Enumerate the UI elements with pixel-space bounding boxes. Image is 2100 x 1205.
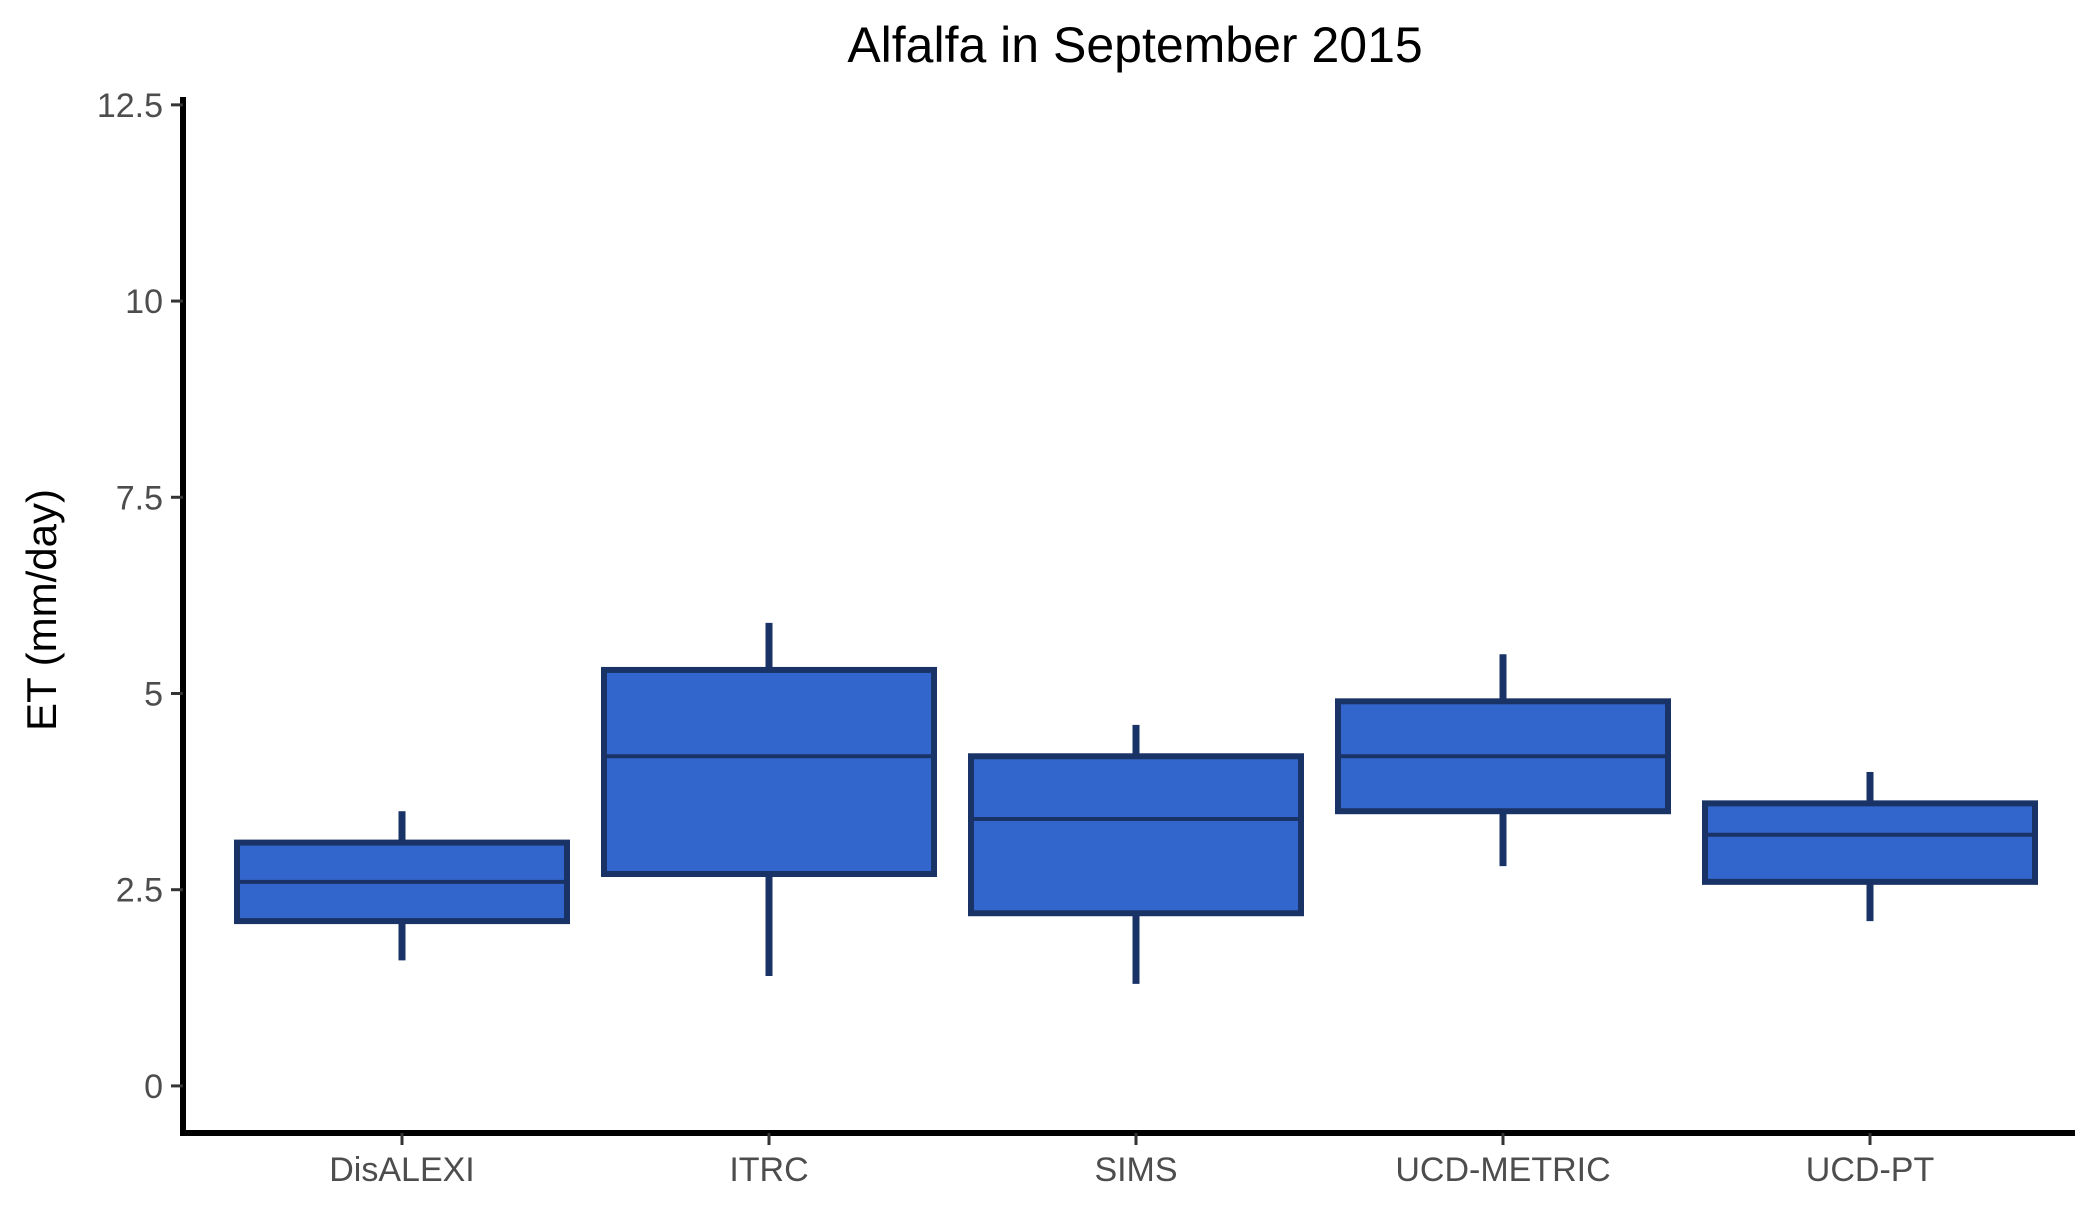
box-iqr (1702, 800, 2038, 885)
x-tick-label: UCD-PT (1806, 1151, 1934, 1189)
box-iqr (968, 753, 1304, 917)
y-tick-label: 5 (144, 675, 163, 713)
y-tick-label: 0 (144, 1068, 163, 1106)
plot-area: 0 2.5 5 7.5 10 12.5 DisALEXI ITRC SIMS UCD-METRIC… (97, 87, 2075, 1189)
x-tick-label: UCD-METRIC (1395, 1151, 1610, 1189)
chart-title: Alfalfa in September 2015 (847, 17, 1422, 73)
y-tick-label: 7.5 (116, 479, 163, 517)
y-axis-title: ET (mm/day) (18, 489, 65, 731)
y-tick-label: 10 (125, 283, 163, 321)
x-tick-label: SIMS (1094, 1151, 1177, 1189)
y-tick-label: 12.5 (97, 87, 163, 125)
x-tick-label: DisALEXI (329, 1151, 475, 1189)
x-tick-label: ITRC (729, 1151, 808, 1189)
y-tick-label: 2.5 (116, 872, 163, 910)
box-iqr (601, 666, 937, 877)
